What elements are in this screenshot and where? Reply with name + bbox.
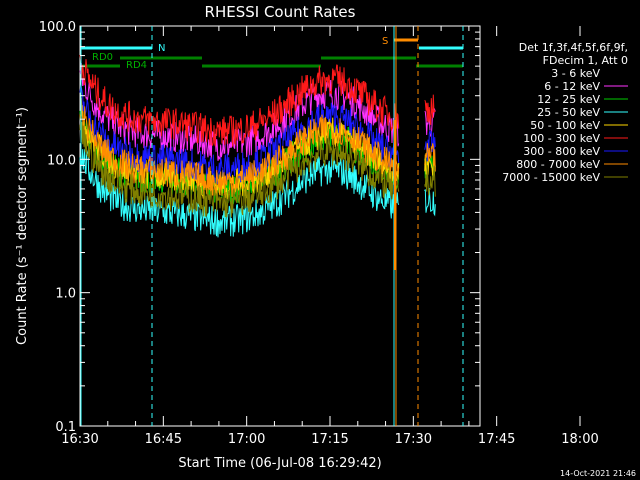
x-axis-label: Start Time (06-Jul-08 16:29:42) [178,456,381,471]
legend-entry-label: 7000 - 15000 keV [502,171,600,184]
series-line [79,54,436,147]
legend-entry-label: 12 - 25 keV [537,93,600,106]
legend-entry-label: 6 - 12 keV [544,80,600,93]
x-axis: 16:30 16:45 17:00 17:15 17:30 17:45 18:00 [61,26,599,447]
x-tick-label: 17:15 [311,432,348,447]
series-line [79,63,436,161]
attenuator-decimation-bars [81,38,463,68]
series-line [79,120,436,218]
y-tick-label: 10.0 [47,153,76,168]
y-tick-label: 100.0 [39,20,76,35]
generated-timestamp: 14-Oct-2021 21:46 [560,469,636,478]
rd4-label: RD4 [126,60,147,71]
x-tick-label: 17:30 [395,432,432,447]
legend-entry-label: 800 - 7000 keV [516,158,600,171]
legend-entry-label: 50 - 100 keV [530,119,600,132]
rd0-label: RD0 [92,52,113,63]
chart-title: RHESSI Count Rates [205,3,356,21]
x-tick-label: 16:30 [61,432,98,447]
y-axis: 0.1 1.0 10.0 100.0 [39,20,480,435]
legend-entry-label: 3 - 6 keV [551,67,600,80]
x-tick-label: 18:00 [561,432,598,447]
y-tick-label: 1.0 [55,287,76,302]
plot-frame [79,25,481,427]
legend-header-line1: Det 1f,3f,4f,5f,6f,9f, [519,41,628,54]
x-tick-label: 16:45 [145,432,182,447]
legend-entry-label: 25 - 50 keV [537,106,600,119]
event-markers [80,26,464,426]
y-axis-label: Count Rate (s⁻¹ detector segment⁻¹) [15,107,30,345]
series-line [79,97,436,197]
n-label: N [158,43,165,54]
series-lines [79,54,436,238]
legend-header-line2: FDecim 1, Att 0 [543,54,628,67]
x-tick-label: 17:00 [228,432,265,447]
x-tick-label: 17:45 [478,432,515,447]
s-label: S [382,36,388,47]
legend-entry-label: 100 - 300 keV [523,132,600,145]
legend-entry-label: 300 - 800 keV [523,145,600,158]
legend: Det 1f,3f,4f,5f,6f,9f, FDecim 1, Att 0 3… [502,41,628,184]
y-tick-label: 0.1 [55,420,76,435]
